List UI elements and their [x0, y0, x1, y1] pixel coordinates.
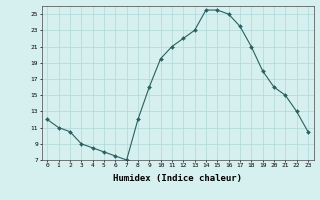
X-axis label: Humidex (Indice chaleur): Humidex (Indice chaleur) [113, 174, 242, 183]
